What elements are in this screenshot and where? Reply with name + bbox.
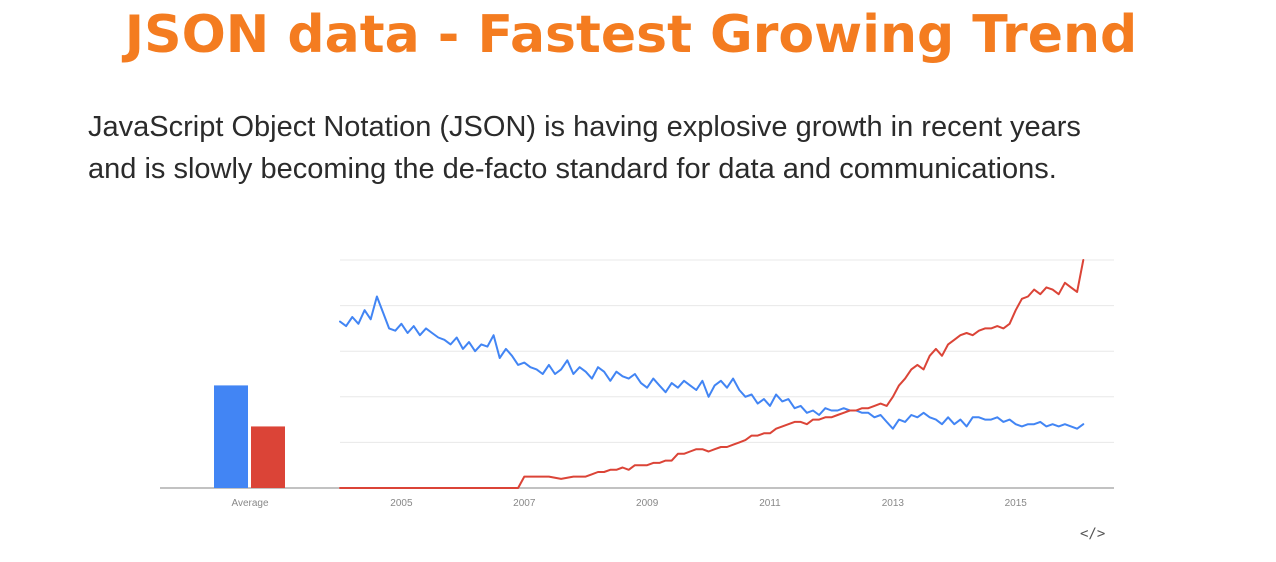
subtitle-line-1: JavaScript Object Notation (JSON) is hav… [88,111,1081,143]
x-tick-label-2009: 2009 [636,498,659,509]
series-line-blue [339,295,1085,430]
x-tick-label-2015: 2015 [1005,498,1028,509]
subtitle-line-2: and is slowly becoming the de-facto stan… [88,153,1057,185]
x-tick-label-2007: 2007 [513,498,536,509]
series-line-red [339,259,1085,489]
x-tick-label-2011: 2011 [759,498,781,509]
average-bar-1 [214,385,248,488]
average-label: Average [231,498,269,509]
average-bar-2 [251,426,285,488]
page-title: JSON data - Fastest Growing Trend [124,5,1138,65]
x-tick-label-2005: 2005 [390,498,413,509]
code-embed-icon[interactable]: </> [1080,526,1106,542]
page-subtitle: JavaScript Object Notation (JSON) is hav… [88,106,1238,190]
x-tick-label-2013: 2013 [882,498,905,509]
